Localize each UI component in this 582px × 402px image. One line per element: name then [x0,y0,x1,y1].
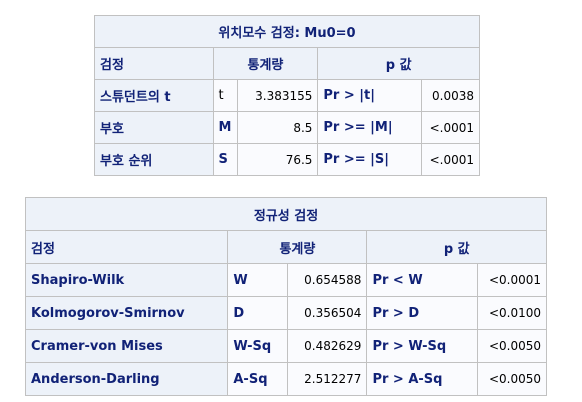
row-symbol: W-Sq [227,329,288,363]
statistic-column-header: 통계량 [212,47,319,80]
row-statistic-value: 0.482629 [286,329,368,363]
row-test-name: Cramer-von Mises [24,329,229,363]
row-p-value: 0.0038 [421,79,480,112]
table-row: Shapiro-Wilk W 0.654588 Pr < W <0.0001 [24,263,547,297]
table-row: 부호 M 8.5 Pr >= |M| <.0001 [94,111,480,144]
row-p-label: Pr > |t| [317,79,423,112]
row-statistic-value: 2.512277 [286,362,368,396]
row-test-name: Anderson-Darling [24,362,229,396]
row-p-value: <0.0100 [477,296,547,330]
row-test-name: Shapiro-Wilk [24,263,229,297]
row-p-label: Pr >= |M| [317,111,423,144]
row-statistic-value: 0.356504 [286,296,368,330]
table-row: Kolmogorov-Smirnov D 0.356504 Pr > D <0.… [24,296,547,330]
row-p-label: Pr < W [366,263,479,297]
normality-test-title: 정규성 검정 [25,197,547,231]
row-p-label: Pr > A-Sq [366,362,479,396]
row-p-label: Pr > D [366,296,479,330]
row-p-value: <.0001 [421,143,480,176]
table-row: Cramer-von Mises W-Sq 0.482629 Pr > W-Sq… [24,329,547,363]
test-column-header: 검정 [94,47,214,80]
row-symbol: W [227,263,288,297]
table-row: 부호 순위 S 76.5 Pr >= |S| <.0001 [94,143,480,176]
row-p-value: <0.0050 [477,329,547,363]
row-symbol: S [212,143,239,176]
table-row: Anderson-Darling A-Sq 2.512277 Pr > A-Sq… [24,362,547,396]
normality-test-table: 정규성 검정 검정 통계량 p 값 Shapiro-Wilk W 0.65458… [24,197,547,396]
row-statistic-value: 8.5 [237,111,319,144]
row-symbol: M [212,111,239,144]
row-p-value: <0.0001 [477,263,547,297]
row-test-name: Kolmogorov-Smirnov [24,296,229,330]
row-statistic-value: 3.383155 [237,79,319,112]
row-p-label: Pr >= |S| [317,143,423,176]
row-symbol: A-Sq [227,362,288,396]
test-column-header: 검정 [24,230,229,264]
location-test-title: 위치모수 검정: Mu0=0 [94,15,480,48]
row-statistic-value: 0.654588 [286,263,368,297]
row-test-name: 부호 순위 [94,143,214,176]
statistic-column-header: 통계량 [227,230,368,264]
row-symbol: D [227,296,288,330]
row-symbol: t [212,79,239,112]
pvalue-column-header: p 값 [317,47,480,80]
table-row: 스튜던트의 t t 3.383155 Pr > |t| 0.0038 [94,79,480,112]
row-p-label: Pr > W-Sq [366,329,479,363]
location-test-table: 위치모수 검정: Mu0=0 검정 통계량 p 값 스튜던트의 t t 3.38… [94,15,480,176]
row-p-value: <.0001 [421,111,480,144]
row-test-name: 스튜던트의 t [94,79,214,112]
pvalue-column-header: p 값 [366,230,547,264]
row-p-value: <0.0050 [477,362,547,396]
row-test-name: 부호 [94,111,214,144]
row-statistic-value: 76.5 [237,143,319,176]
